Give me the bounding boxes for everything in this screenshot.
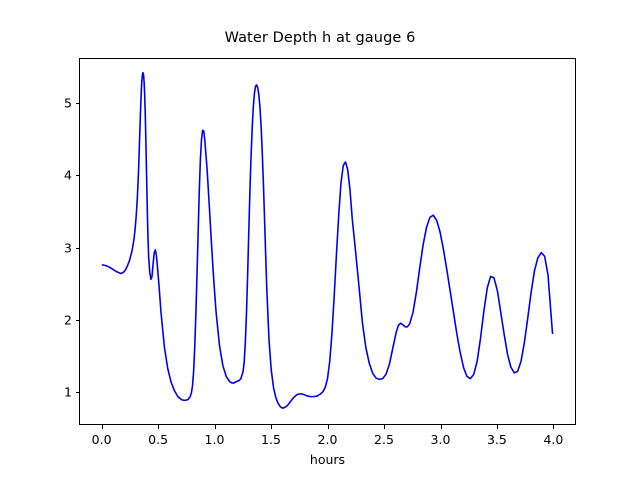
x-tick-label: 3.0 <box>430 432 451 447</box>
x-tick-label: 0.5 <box>148 432 169 447</box>
y-tick-mark <box>75 392 79 394</box>
x-tick-mark <box>327 425 329 429</box>
x-tick-mark <box>553 425 555 429</box>
y-tick-mark <box>75 175 79 177</box>
x-tick-label: 2.0 <box>317 432 338 447</box>
x-tick-label: 1.0 <box>204 432 225 447</box>
x-tick-mark <box>158 425 160 429</box>
plot-area <box>79 58 576 425</box>
x-tick-label: 4.0 <box>543 432 564 447</box>
x-tick-label: 3.5 <box>486 432 507 447</box>
x-tick-label: 1.5 <box>261 432 281 447</box>
x-tick-mark <box>496 425 498 429</box>
series-h-polyline <box>101 71 554 409</box>
y-tick-mark <box>75 247 79 249</box>
x-tick-mark <box>440 425 442 429</box>
x-tick-label: 0.0 <box>91 432 112 447</box>
y-tick-label: 2 <box>64 312 72 328</box>
data-line-series <box>101 71 554 409</box>
x-axis-label: hours <box>309 452 346 467</box>
y-tick-mark <box>75 102 79 104</box>
x-tick-mark <box>214 425 216 429</box>
y-tick-label: 5 <box>64 95 72 111</box>
y-tick-label: 3 <box>64 240 72 256</box>
y-tick-mark <box>75 320 79 322</box>
x-tick-mark <box>101 425 103 429</box>
chart-title: Water Depth h at gauge 6 <box>224 30 416 46</box>
y-tick-label: 1 <box>64 384 72 400</box>
x-tick-label: 2.5 <box>374 432 394 447</box>
y-tick-label: 4 <box>64 167 72 183</box>
x-tick-mark <box>271 425 273 429</box>
x-tick-mark <box>384 425 386 429</box>
